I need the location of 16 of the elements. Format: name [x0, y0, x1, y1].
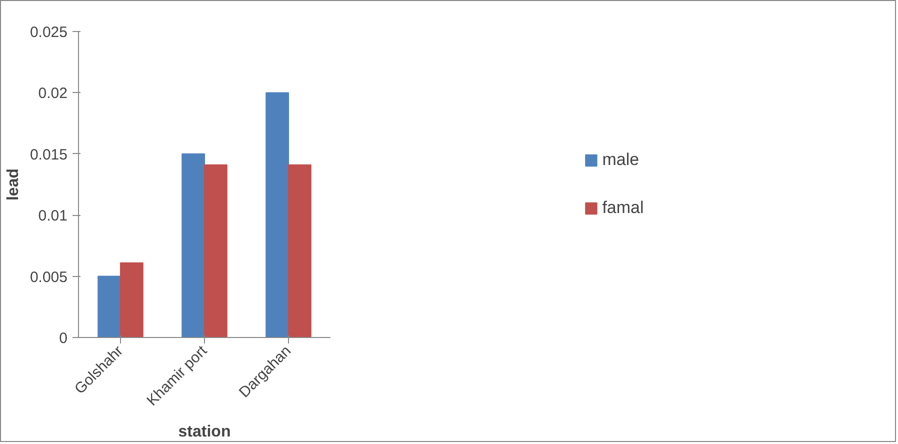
- y-tick-label: 0.015: [30, 146, 68, 164]
- bar: [204, 164, 228, 338]
- bar: [266, 92, 289, 338]
- bar: [288, 164, 312, 338]
- y-tick-label: 0.025: [30, 24, 68, 41]
- legend-label: male: [602, 150, 640, 170]
- legend-label: famal: [602, 198, 644, 218]
- x-axis-title: station: [178, 423, 231, 440]
- y-tick-label: 0.005: [30, 268, 68, 286]
- bar: [182, 153, 205, 338]
- bar: [98, 276, 121, 338]
- y-tick-label: 0.02: [38, 85, 68, 102]
- y-tick-label: 0: [59, 330, 68, 347]
- y-axis-title: lead: [4, 168, 22, 201]
- bar: [120, 262, 144, 338]
- y-tick-label: 0.01: [38, 208, 68, 225]
